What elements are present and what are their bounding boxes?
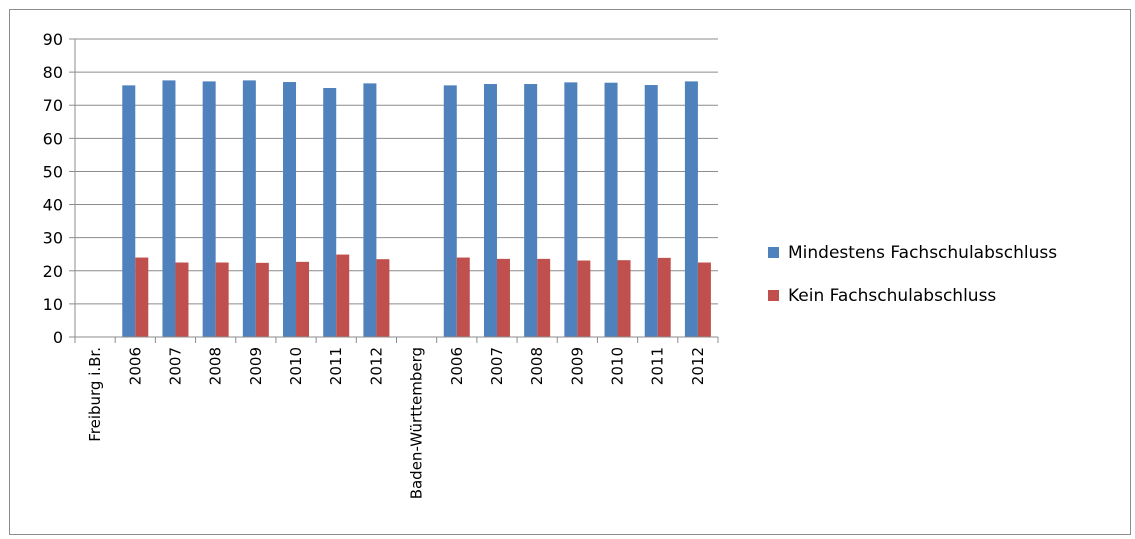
x-tick-label: 2006 <box>126 347 144 385</box>
y-tick-label: 10 <box>43 295 63 314</box>
x-tick-label: 2011 <box>649 347 667 385</box>
x-tick-label: 2010 <box>609 347 627 385</box>
bar <box>537 258 551 337</box>
bar <box>697 262 711 337</box>
x-tick-labels: Freiburg i.Br. 2006 2007 2008 2009 2010 2011 20… <box>86 347 707 499</box>
bar <box>175 262 189 337</box>
bar <box>363 83 377 337</box>
x-tick-label: 2009 <box>568 347 586 385</box>
y-tick-label: 50 <box>43 162 63 181</box>
y-tick-label: 0 <box>53 328 63 347</box>
bar <box>323 88 337 337</box>
bar <box>202 81 216 337</box>
bar <box>376 259 390 337</box>
y-tick-label: 30 <box>43 229 63 248</box>
x-tick-label: 2011 <box>327 347 345 385</box>
legend: Mindestens Fachschulabschluss Kein Fachsc… <box>768 243 1057 306</box>
legend-label: Mindestens Fachschulabschluss <box>788 243 1057 263</box>
bar <box>296 261 310 337</box>
bar <box>283 82 297 338</box>
y-tick-label: 70 <box>43 96 63 115</box>
bar <box>456 257 470 337</box>
x-tick-label: 2010 <box>287 347 305 385</box>
bar <box>336 254 350 337</box>
bar <box>255 262 269 337</box>
bar <box>644 85 658 337</box>
bar <box>483 84 497 337</box>
bar <box>524 84 538 337</box>
bars <box>122 80 711 338</box>
y-tick-label: 40 <box>43 196 63 215</box>
y-tick-label: 20 <box>43 262 63 281</box>
bar <box>443 85 457 337</box>
x-tick-label: 2012 <box>367 347 385 385</box>
legend-swatch <box>768 247 779 258</box>
x-tick-label: Baden-Württemberg <box>408 347 426 499</box>
y-tick-label: 60 <box>43 129 63 148</box>
x-tick-label: 2009 <box>247 347 265 385</box>
bar <box>617 260 631 337</box>
x-tick-label: Freiburg i.Br. <box>86 347 104 442</box>
bar <box>122 85 136 337</box>
y-tick-labels: 0 10 20 30 40 50 60 70 80 90 <box>43 30 63 347</box>
bar <box>162 80 176 337</box>
x-tick-label: 2006 <box>448 347 466 385</box>
bar <box>604 82 618 337</box>
y-tick-label: 80 <box>43 63 63 82</box>
bar <box>577 260 591 337</box>
y-tick-label: 90 <box>43 30 63 49</box>
bar <box>657 257 671 337</box>
axes <box>74 39 719 343</box>
legend-label: Kein Fachschulabschluss <box>788 286 996 306</box>
bar <box>242 80 256 337</box>
x-tick-label: 2008 <box>207 347 225 385</box>
bar <box>215 262 229 337</box>
x-tick-label: 2007 <box>166 347 184 385</box>
bar <box>564 82 578 338</box>
bar <box>684 81 698 337</box>
x-tick-label: 2008 <box>528 347 546 385</box>
legend-swatch <box>768 290 779 301</box>
x-tick-label: 2007 <box>488 347 506 385</box>
bar <box>496 258 510 337</box>
bar <box>135 257 149 337</box>
x-tick-label: 2012 <box>689 347 707 385</box>
